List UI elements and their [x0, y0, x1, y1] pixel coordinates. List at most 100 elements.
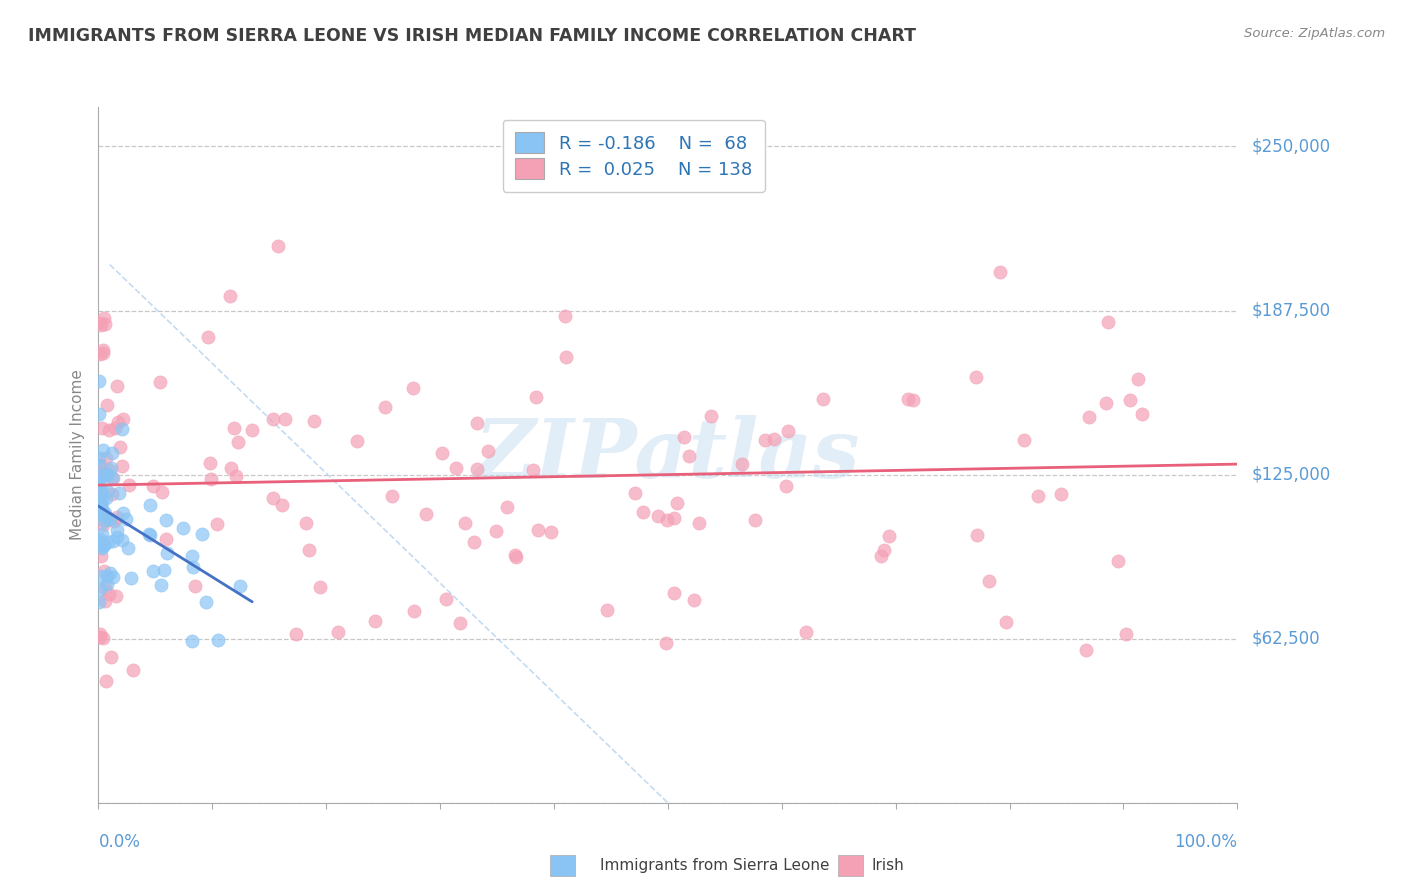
Point	[404, 603, 426, 617]
Point	[101, 471, 124, 485]
Point	[181, 560, 204, 574]
Point	[101, 533, 124, 548]
Point	[117, 541, 139, 556]
Legend: R = -0.186    N =  68, R =  0.025    N = 138: R = -0.186 N = 68, R = 0.025 N = 138	[503, 120, 765, 192]
Point	[105, 530, 128, 544]
Point	[699, 409, 721, 424]
Point	[1012, 434, 1035, 448]
Point	[505, 549, 527, 564]
Point	[285, 626, 308, 640]
Point	[90, 483, 112, 497]
Point	[89, 532, 111, 546]
Point	[988, 265, 1011, 279]
Point	[118, 478, 141, 492]
Point	[91, 518, 114, 533]
Point	[446, 461, 468, 475]
Point	[995, 615, 1018, 630]
Point	[274, 412, 297, 426]
Point	[90, 499, 112, 513]
Point	[872, 543, 894, 558]
Point	[1107, 554, 1129, 568]
Point	[96, 468, 118, 483]
Point	[90, 318, 112, 333]
Point	[142, 564, 165, 578]
Text: $62,500: $62,500	[1251, 630, 1320, 648]
Point	[96, 398, 118, 412]
Point	[149, 376, 172, 390]
Text: 100.0%: 100.0%	[1174, 833, 1237, 851]
Point	[89, 630, 111, 644]
Point	[91, 538, 114, 552]
Point	[105, 524, 128, 538]
Point	[138, 527, 160, 541]
Point	[89, 488, 111, 502]
Text: $125,000: $125,000	[1251, 466, 1330, 483]
Point	[112, 412, 135, 426]
Point	[120, 571, 142, 585]
Point	[191, 526, 214, 541]
Point	[89, 489, 111, 503]
Point	[107, 509, 129, 524]
Point	[101, 570, 124, 584]
Point	[896, 392, 918, 406]
Point	[228, 434, 250, 449]
Point	[100, 649, 122, 664]
Point	[98, 423, 121, 437]
Point	[1119, 392, 1142, 407]
Point	[262, 411, 284, 425]
Point	[94, 317, 117, 331]
Point	[219, 460, 242, 475]
Point	[111, 506, 134, 520]
Point	[96, 513, 118, 527]
Point	[522, 463, 544, 477]
Point	[87, 458, 110, 472]
Point	[93, 508, 115, 522]
Point	[105, 379, 128, 393]
Point	[89, 627, 111, 641]
Point	[87, 475, 110, 490]
Point	[90, 526, 112, 541]
Point	[139, 498, 162, 512]
Point	[93, 564, 115, 578]
Point	[197, 330, 219, 344]
Point	[363, 614, 385, 628]
Point	[326, 624, 349, 639]
Text: 0.0%: 0.0%	[98, 833, 141, 851]
Point	[527, 523, 550, 537]
Point	[181, 634, 204, 648]
Point	[94, 491, 117, 505]
Point	[101, 470, 124, 484]
Point	[222, 421, 245, 435]
Point	[90, 469, 112, 483]
Point	[744, 513, 766, 527]
Point	[98, 512, 121, 526]
Y-axis label: Median Family Income: Median Family Income	[70, 369, 86, 541]
Point	[374, 400, 396, 414]
Point	[121, 663, 143, 677]
Point	[87, 494, 110, 508]
Point	[152, 563, 174, 577]
Point	[554, 310, 576, 324]
Point	[91, 443, 114, 458]
Point	[93, 515, 115, 529]
Text: IMMIGRANTS FROM SIERRA LEONE VS IRISH MEDIAN FAMILY INCOME CORRELATION CHART: IMMIGRANTS FROM SIERRA LEONE VS IRISH ME…	[28, 27, 917, 45]
Point	[965, 370, 987, 384]
Point	[96, 484, 118, 499]
Text: Source: ZipAtlas.com: Source: ZipAtlas.com	[1244, 27, 1385, 40]
Point	[87, 407, 110, 421]
Point	[94, 450, 117, 465]
Point	[1115, 627, 1137, 641]
Point	[104, 590, 127, 604]
Point	[101, 446, 124, 460]
Point	[477, 444, 499, 458]
Point	[89, 316, 111, 330]
Point	[100, 461, 122, 475]
Point	[762, 432, 785, 446]
Point	[402, 381, 425, 395]
Point	[98, 566, 121, 581]
Point	[678, 449, 700, 463]
Point	[430, 446, 453, 460]
Point	[449, 615, 471, 630]
Point	[731, 458, 754, 472]
Point	[97, 512, 120, 526]
